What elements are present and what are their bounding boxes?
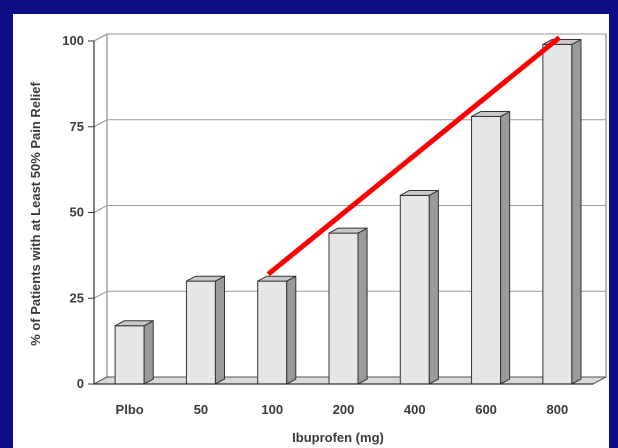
bar-top bbox=[257, 275, 297, 282]
bar-side bbox=[143, 319, 154, 385]
bar-front bbox=[328, 232, 359, 385]
bar bbox=[114, 319, 154, 385]
bar-top bbox=[471, 111, 510, 117]
bar-chart: 0 25 50 75 100 Plbo 50 100 200 400 600 800 % of Pa… bbox=[28, 33, 607, 445]
gridline bbox=[93, 205, 606, 213]
bar-side bbox=[571, 38, 582, 385]
y-axis: 0 25 50 75 100 bbox=[62, 33, 95, 391]
x-tick-label: 400 bbox=[404, 402, 426, 417]
bar-side bbox=[214, 275, 226, 385]
y-tick-label: 25 bbox=[70, 290, 84, 305]
y-tick-label: 100 bbox=[62, 33, 84, 48]
bar-front bbox=[399, 194, 430, 385]
y-axis-title: % of Patients with at Least 50% Pain Rel… bbox=[28, 81, 43, 345]
x-tick-label: Plbo bbox=[116, 402, 144, 417]
chart-frame: 0 25 50 75 100 Plbo 50 100 200 400 600 800 % of Pa… bbox=[13, 14, 609, 448]
y-tick-label: 0 bbox=[77, 376, 84, 391]
bars bbox=[114, 38, 582, 385]
trend-line bbox=[266, 35, 561, 277]
x-tick-label: 800 bbox=[547, 402, 569, 417]
bar-side bbox=[286, 275, 297, 385]
bar-side bbox=[357, 227, 368, 385]
bar-side bbox=[500, 110, 511, 385]
gridlines bbox=[93, 33, 606, 299]
x-axis-title: Ibuprofen (mg) bbox=[292, 430, 384, 445]
y-tick-label: 75 bbox=[70, 119, 84, 134]
bar-front bbox=[257, 280, 288, 385]
bar-top bbox=[186, 275, 225, 282]
bar-front bbox=[542, 43, 573, 385]
bar bbox=[542, 38, 582, 385]
bar bbox=[399, 189, 439, 385]
gridline bbox=[93, 290, 606, 299]
bar-front bbox=[185, 280, 216, 385]
x-tick-label: 100 bbox=[261, 402, 283, 417]
bar bbox=[471, 110, 511, 385]
gridline bbox=[93, 33, 606, 42]
bar-front bbox=[114, 325, 145, 385]
bar-top bbox=[400, 189, 439, 196]
bar-front bbox=[471, 115, 502, 385]
x-tick-label: 50 bbox=[194, 402, 208, 417]
bar bbox=[185, 275, 226, 385]
x-tick-label: 200 bbox=[333, 402, 355, 417]
trend-line-group bbox=[266, 35, 561, 277]
y-tick-label: 50 bbox=[70, 205, 84, 220]
x-tick-label: 600 bbox=[475, 402, 497, 417]
gridline bbox=[93, 119, 606, 128]
bar-top bbox=[114, 320, 154, 327]
x-axis: Plbo 50 100 200 400 600 800 bbox=[94, 383, 593, 417]
bar-top bbox=[328, 227, 368, 234]
bar bbox=[257, 275, 297, 385]
bar-side bbox=[428, 189, 439, 385]
bar bbox=[328, 227, 368, 385]
